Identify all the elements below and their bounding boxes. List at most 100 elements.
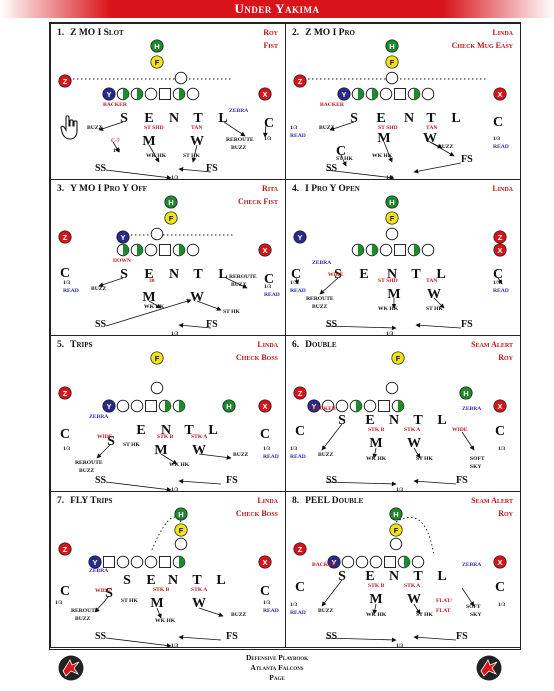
offense-player-y: Y (293, 230, 307, 244)
assignment-label: FS (456, 475, 468, 486)
assignment-label: READ (264, 292, 280, 298)
assignment-label: 1/3 (290, 602, 297, 608)
svg-text:F: F (390, 214, 395, 223)
assignment-label: SS (326, 631, 338, 642)
assignment-label: 1/3 (63, 446, 70, 452)
assignment-label: REROUTE (306, 296, 334, 302)
lineman (365, 87, 379, 101)
offense-player-y: Y (337, 87, 351, 101)
defender-w: W (407, 436, 421, 451)
assignment-arrow (148, 300, 162, 309)
assignment-label: BUZZ (319, 125, 335, 131)
assignment-arrow (321, 579, 343, 607)
play-title: 7. FLY Trips (57, 496, 112, 506)
assignment-arrow (415, 322, 462, 329)
defender-n: N (168, 573, 178, 588)
defender-s: S (123, 573, 131, 588)
assignment-arrow (413, 162, 462, 174)
svg-text:Z: Z (63, 389, 68, 398)
defender-w: W (190, 290, 204, 305)
svg-text:H: H (389, 198, 394, 207)
svg-text:Z: Z (298, 545, 303, 554)
lineman (421, 87, 435, 101)
assignment-arrow (497, 277, 503, 285)
offense-player-x: X (493, 399, 507, 413)
svg-text:H: H (154, 42, 159, 51)
defender-e: E (144, 111, 153, 126)
assignment-label: WK HK (366, 612, 387, 618)
assignment-label: WK HK (169, 462, 190, 468)
assignment-label: ST SHD (378, 278, 398, 284)
assignment-arrow (98, 121, 124, 131)
offense-player-f: F (150, 351, 164, 365)
check-call: Fist (263, 41, 278, 50)
assignment-arrow (94, 595, 110, 613)
assignment-arrow (98, 277, 124, 287)
defender-c: C (264, 116, 274, 131)
coverage-call: Linda (257, 340, 278, 349)
lineman (186, 243, 200, 257)
svg-text:H: H (168, 198, 173, 207)
assignment-arrow (325, 325, 397, 331)
defender-t: T (413, 569, 423, 584)
play-panel: H F Z X Y S E N T L M W C C S ZEBRA WIDE REROUTE BUZZ ST HK… (50, 491, 286, 648)
assignment-label: STK B (153, 587, 170, 593)
offense-player-z: Z (293, 74, 307, 88)
assignment-label: BUZZ (91, 286, 107, 292)
assignment-label: WK HK (144, 304, 165, 310)
assignment-label: 1/3 (290, 125, 297, 131)
offense-player-f: F (391, 351, 405, 365)
defender-c: C (495, 580, 505, 595)
assignment-arrow (461, 587, 475, 607)
svg-text:Y: Y (106, 90, 111, 99)
assignment-label: READ (63, 288, 79, 294)
assignment-label: WIDE (452, 427, 468, 433)
defender-l: L (218, 111, 227, 126)
assignment-label: SS (95, 475, 107, 486)
coverage-call: Roy (263, 28, 278, 37)
assignment-arrow (325, 637, 397, 643)
assignment-label: ZEBRA (312, 260, 331, 266)
svg-text:X: X (262, 90, 267, 99)
lineman (407, 87, 421, 101)
assignment-label: 1/3 (290, 280, 297, 286)
defender-s: S (120, 267, 128, 282)
assignment-label: WIDE (97, 434, 113, 440)
svg-text:F: F (179, 526, 184, 535)
running-back (385, 71, 399, 85)
defender-s: S (120, 111, 128, 126)
defender-t: T (426, 111, 436, 126)
center-square (394, 244, 406, 256)
offense-player-z: Z (58, 74, 72, 88)
defender-w: W (190, 134, 204, 149)
play-title: 6. Double (292, 340, 337, 350)
play-title: 3. Y MO I Pro Y Off (57, 184, 147, 194)
assignment-label: 1/3 (386, 331, 393, 335)
assignment-label: DOWN (113, 258, 131, 264)
lineman (172, 399, 186, 413)
play-name: Double (305, 340, 337, 350)
offense-player-f: F (385, 55, 399, 69)
lineman (158, 399, 172, 413)
assignment-label: BACKER (312, 406, 337, 412)
lineman (144, 87, 158, 101)
assignment-label: C-7 (111, 138, 120, 144)
svg-text:X: X (497, 558, 502, 567)
coverage-call: Linda (257, 496, 278, 505)
offense-player-f: F (150, 55, 164, 69)
lineman (397, 555, 411, 569)
assignment-label: 1/3 (386, 175, 393, 179)
lineman (369, 555, 383, 569)
defender-s: S (334, 267, 342, 282)
assignment-arrow (413, 634, 457, 641)
play-panel: H F Z X Y S E N T L M W C C BACKER BUZZ STK B WK HK STK A S… (285, 491, 521, 648)
assignment-label: SS (95, 631, 107, 642)
assignment-label: FS (461, 319, 473, 330)
offense-player-y: Y (102, 87, 116, 101)
assignment-label: 1/3 (171, 331, 178, 335)
assignment-label: FS (226, 631, 238, 642)
defender-l: L (218, 267, 227, 282)
assignment-label: FS (461, 154, 473, 165)
offense-player-h: H (385, 39, 399, 53)
